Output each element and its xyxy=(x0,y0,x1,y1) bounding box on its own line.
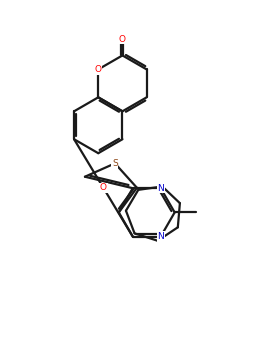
Text: O: O xyxy=(95,65,102,74)
Text: O: O xyxy=(100,183,107,192)
Text: N: N xyxy=(157,232,164,241)
Text: S: S xyxy=(112,159,118,168)
Text: N: N xyxy=(157,184,164,193)
Text: O: O xyxy=(119,35,126,44)
